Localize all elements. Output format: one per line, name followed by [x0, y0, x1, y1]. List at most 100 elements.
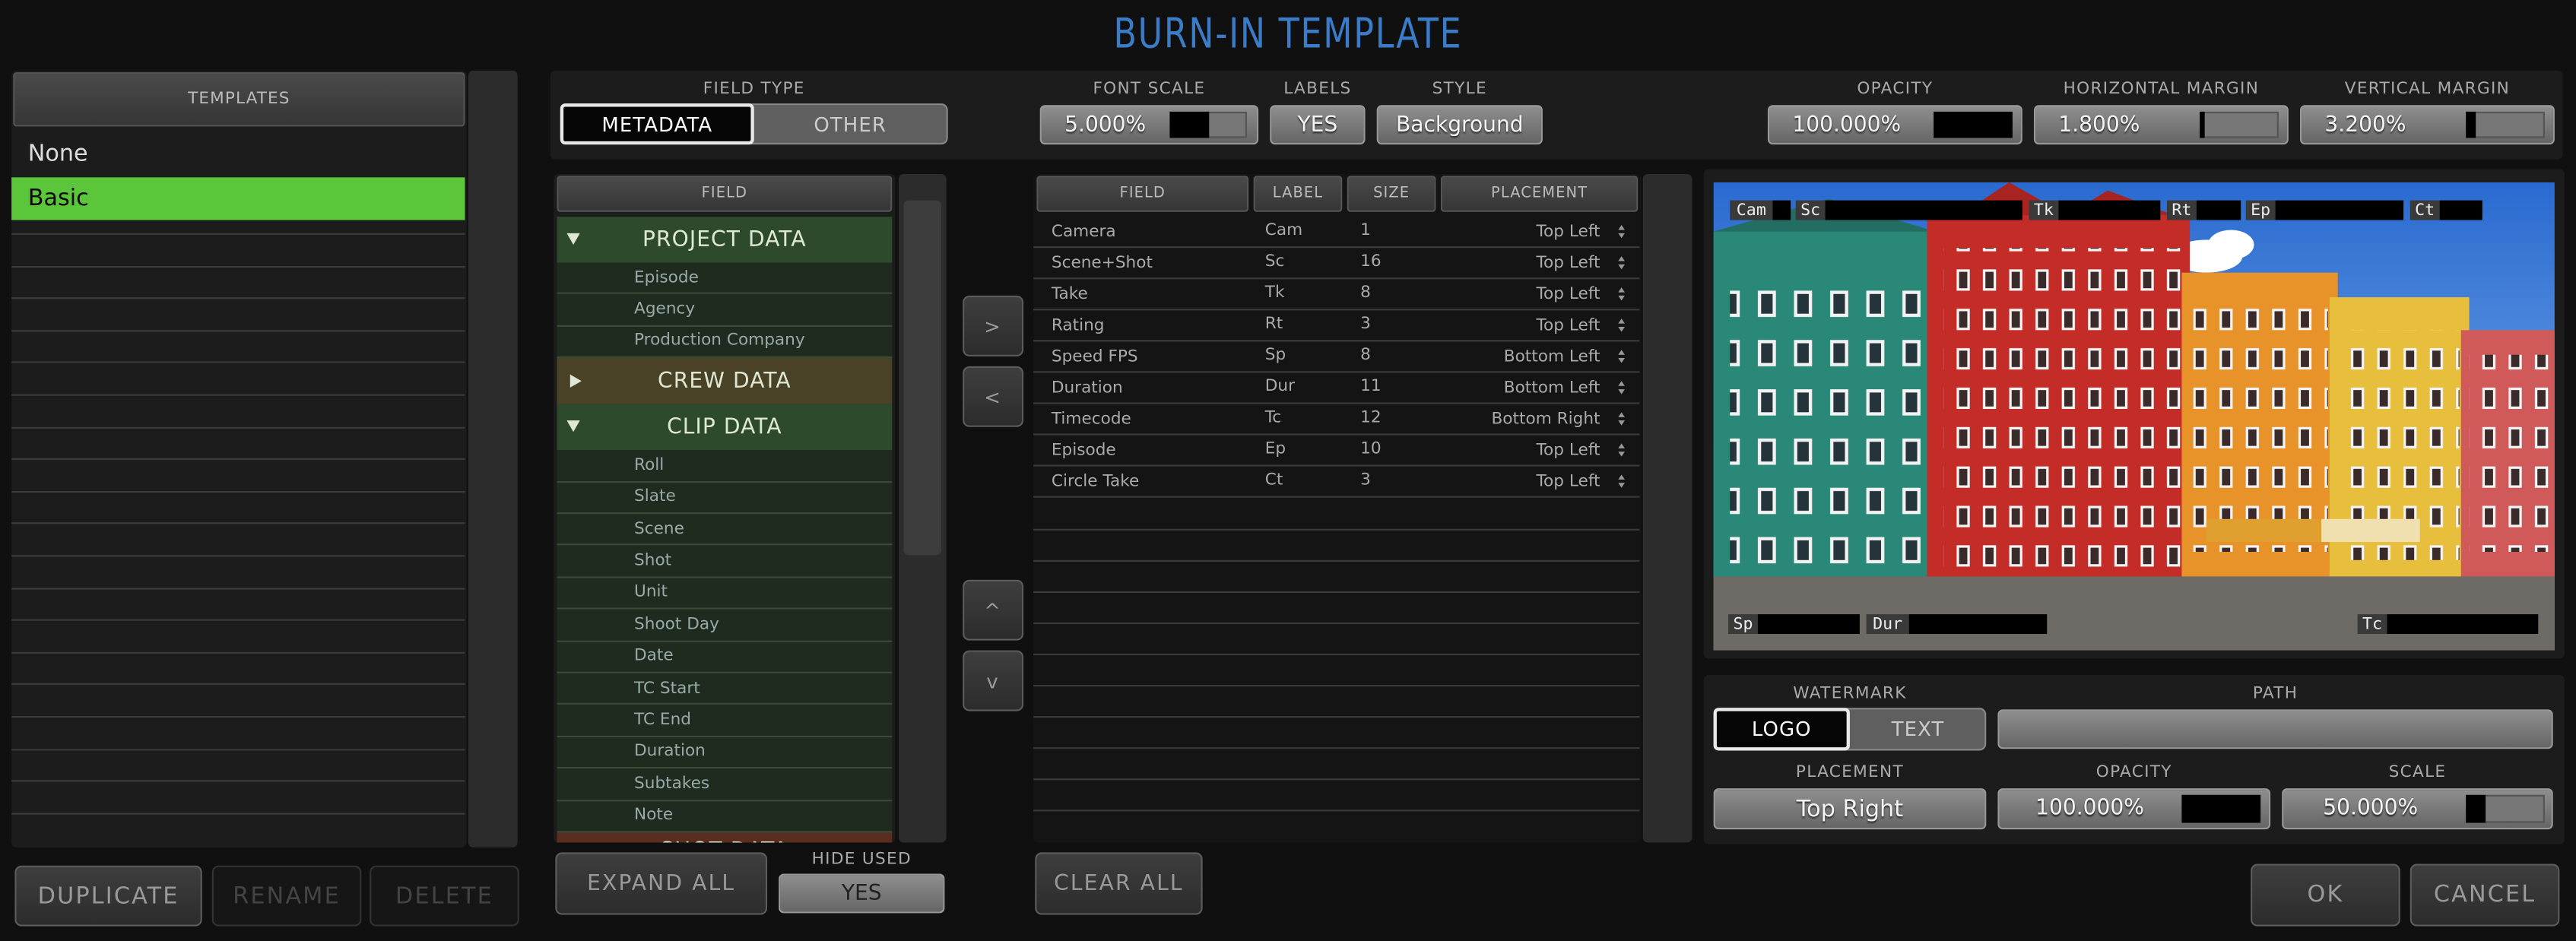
field-item[interactable]: Episode: [557, 262, 893, 295]
table-row[interactable]: [1033, 248, 1640, 280]
list-divider: [11, 651, 465, 654]
overlay-field: [2275, 200, 2404, 220]
cancel-button[interactable]: CANCEL: [2409, 863, 2560, 927]
field-placement[interactable]: Top Left: [1536, 315, 1600, 334]
field-placement[interactable]: Bottom Right: [1491, 410, 1600, 428]
overlay-field: [1772, 200, 1791, 220]
field-placement[interactable]: Top Left: [1536, 222, 1600, 241]
list-divider: [11, 748, 465, 750]
field-size: 8: [1360, 345, 1371, 364]
template-item[interactable]: None: [27, 140, 88, 167]
list-divider: [11, 587, 465, 589]
overlay-label: Dur: [1866, 614, 1909, 635]
field-scroll-thumb: [903, 200, 942, 556]
table-row[interactable]: [1033, 436, 1640, 467]
setting-slider-fill: [2466, 111, 2476, 138]
table-row[interactable]: [1033, 372, 1640, 404]
field-label: Sp: [1264, 345, 1286, 364]
field-type-option[interactable]: METADATA: [560, 103, 754, 145]
hide-used-value[interactable]: YES: [779, 873, 945, 914]
field-label: Tc: [1264, 407, 1282, 426]
table-panel: [1033, 174, 1642, 843]
overlay-field: [2058, 200, 2161, 220]
field-item[interactable]: Shot: [557, 546, 893, 578]
table-row[interactable]: [1033, 279, 1640, 311]
template-button[interactable]: DELETE: [370, 865, 519, 927]
table-scrollbar: [1642, 174, 1692, 843]
field-item[interactable]: Date: [557, 641, 893, 673]
template-item[interactable]: Basic: [11, 177, 465, 220]
spinner-down: [1618, 233, 1625, 239]
move-button[interactable]: ^: [963, 579, 1024, 641]
field-item[interactable]: Roll: [557, 450, 893, 483]
template-button[interactable]: DUPLICATE: [14, 865, 202, 927]
list-divider: [11, 683, 465, 686]
field-item[interactable]: Subtakes: [557, 768, 893, 801]
field-placement[interactable]: Bottom Left: [1503, 379, 1600, 397]
move-button[interactable]: <: [963, 366, 1024, 427]
spinner-up: [1618, 350, 1625, 355]
overlay-label: Rt: [2166, 200, 2197, 220]
field-type-option[interactable]: OTHER: [814, 112, 887, 136]
field-name: Duration: [1051, 379, 1123, 397]
table-header: FIELD: [1036, 176, 1249, 212]
table-row[interactable]: [1033, 310, 1640, 342]
field-item[interactable]: Duration: [557, 737, 893, 769]
spinner-down: [1618, 326, 1625, 332]
table-row[interactable]: [1033, 404, 1640, 436]
hide-used-label: HIDE USED: [811, 850, 912, 868]
table-divider: [1033, 622, 1640, 625]
spinner-up: [1618, 318, 1625, 324]
field-placement[interactable]: Top Left: [1536, 472, 1600, 490]
field-placement[interactable]: Bottom Left: [1503, 347, 1600, 366]
spinner-up: [1618, 287, 1625, 293]
expand-all-button[interactable]: EXPAND ALL: [555, 852, 768, 915]
field-placement[interactable]: Top Left: [1536, 441, 1600, 459]
field-group[interactable]: PROJECT DATA: [557, 217, 893, 263]
spinner-down: [1618, 451, 1625, 457]
path-field[interactable]: [1997, 709, 2553, 749]
overlay-label: Ct: [2409, 200, 2440, 220]
table-row[interactable]: [1033, 467, 1640, 498]
field-item[interactable]: Slate: [557, 482, 893, 515]
field-label: Sc: [1264, 252, 1285, 271]
ok-button[interactable]: OK: [2251, 863, 2400, 927]
field-name: Timecode: [1051, 410, 1131, 428]
field-placement[interactable]: Top Left: [1536, 284, 1600, 303]
watermark-option[interactable]: TEXT: [1891, 718, 1945, 741]
field-label: Dur: [1264, 376, 1295, 395]
watermark-option[interactable]: LOGO: [1713, 708, 1850, 751]
spinner-down: [1618, 264, 1625, 270]
move-button[interactable]: v: [963, 650, 1024, 711]
field-item[interactable]: Agency: [557, 294, 893, 327]
list-divider: [11, 780, 465, 782]
setting-value[interactable]: YES: [1270, 105, 1366, 145]
field-item[interactable]: Note: [557, 800, 893, 833]
field-name: Rating: [1051, 315, 1105, 334]
field-group[interactable]: SHOT DATA: [557, 832, 893, 843]
field-item[interactable]: TC End: [557, 705, 893, 737]
move-button[interactable]: >: [963, 295, 1024, 356]
templates-scrollbar: [468, 70, 518, 848]
overlay-field: [1825, 200, 2022, 220]
field-group[interactable]: CREW DATA: [557, 358, 893, 404]
table-row[interactable]: [1033, 217, 1640, 249]
field-item[interactable]: TC Start: [557, 673, 893, 705]
field-item[interactable]: Shoot Day: [557, 610, 893, 642]
overlay-label: Cam: [1730, 200, 1773, 220]
field-item[interactable]: Unit: [557, 578, 893, 610]
setting-value[interactable]: Background: [1376, 105, 1543, 145]
placement-value[interactable]: Top Right: [1713, 788, 1987, 830]
field-group[interactable]: CLIP DATA: [557, 404, 893, 451]
template-button[interactable]: RENAME: [211, 865, 362, 927]
table-divider: [1033, 528, 1640, 531]
list-divider: [11, 426, 465, 429]
field-placement[interactable]: Top Left: [1536, 253, 1600, 272]
field-item[interactable]: Scene: [557, 514, 893, 547]
setting-label: VERTICAL MARGIN: [2344, 79, 2511, 98]
field-item[interactable]: Production Company: [557, 326, 893, 359]
setting-label: LABELS: [1283, 79, 1352, 98]
table-row[interactable]: [1033, 341, 1640, 373]
clear-all-button[interactable]: CLEAR ALL: [1035, 852, 1203, 915]
